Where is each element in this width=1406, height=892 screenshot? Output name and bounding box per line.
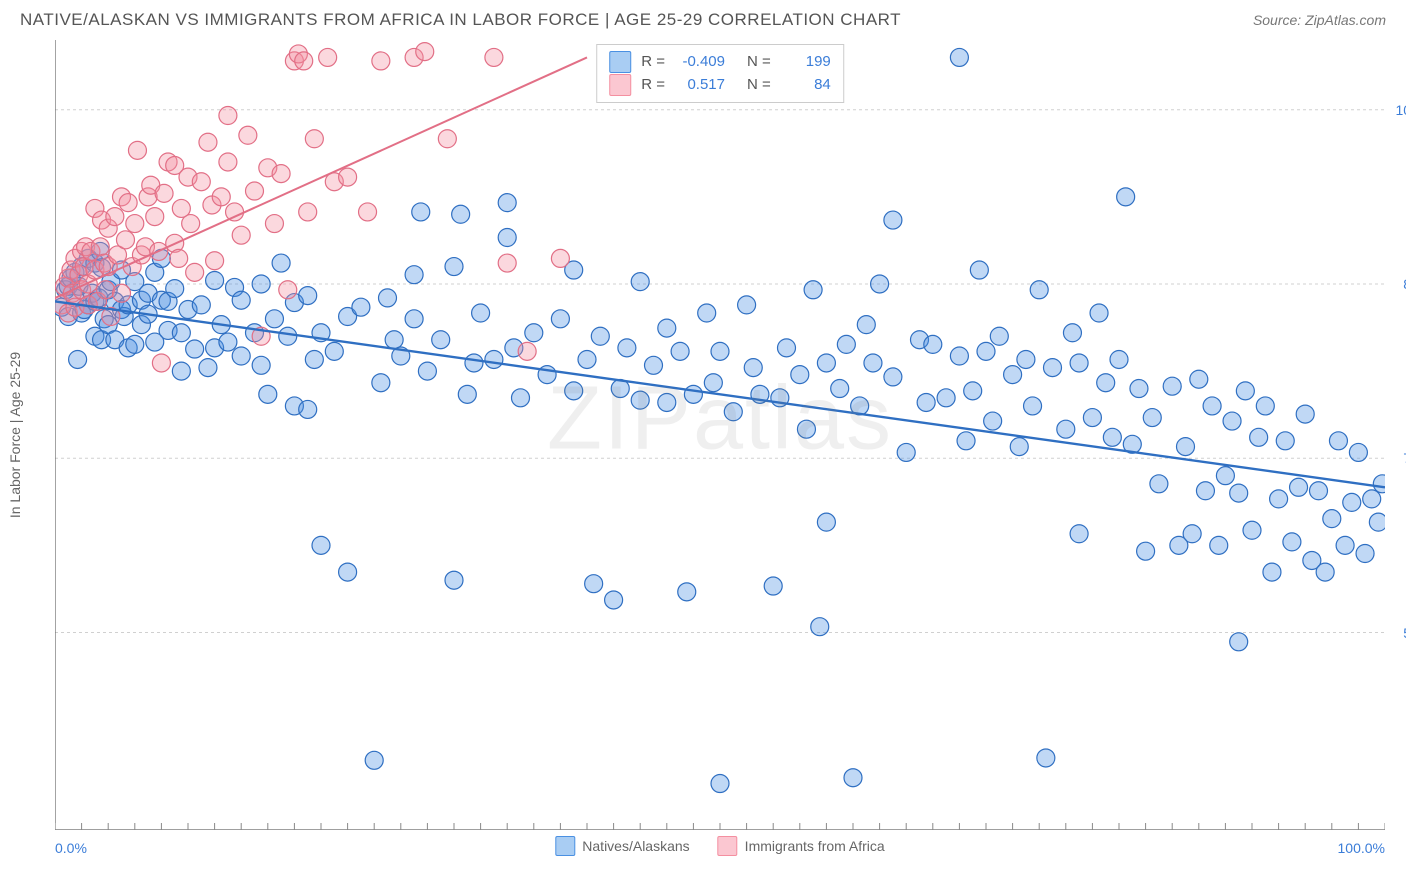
corr-swatch xyxy=(609,74,631,96)
legend-item: Immigrants from Africa xyxy=(718,836,885,856)
corr-swatch xyxy=(609,51,631,73)
correlation-box: R =-0.409N =199R =0.517N =84 xyxy=(596,44,844,103)
corr-row: R =0.517N =84 xyxy=(609,74,831,97)
legend-swatch xyxy=(718,836,738,856)
x-tick-left: 0.0% xyxy=(55,840,87,856)
chart-title: NATIVE/ALASKAN VS IMMIGRANTS FROM AFRICA… xyxy=(20,10,901,30)
legend-label: Immigrants from Africa xyxy=(745,838,885,854)
legend-label: Natives/Alaskans xyxy=(582,838,689,854)
x-tick-right: 100.0% xyxy=(1338,840,1385,856)
corr-row: R =-0.409N =199 xyxy=(609,51,831,74)
legend-swatch xyxy=(555,836,575,856)
legend-item: Natives/Alaskans xyxy=(555,836,689,856)
bottom-legend: Natives/Alaskans Immigrants from Africa xyxy=(555,836,884,856)
chart-source: Source: ZipAtlas.com xyxy=(1253,12,1386,28)
y-axis-label: In Labor Force | Age 25-29 xyxy=(7,352,23,518)
chart-area: In Labor Force | Age 25-29 ZIPatlas 55.0… xyxy=(55,40,1385,830)
scatter-plot xyxy=(55,40,1385,830)
y-tick: 100.0% xyxy=(1396,102,1406,118)
